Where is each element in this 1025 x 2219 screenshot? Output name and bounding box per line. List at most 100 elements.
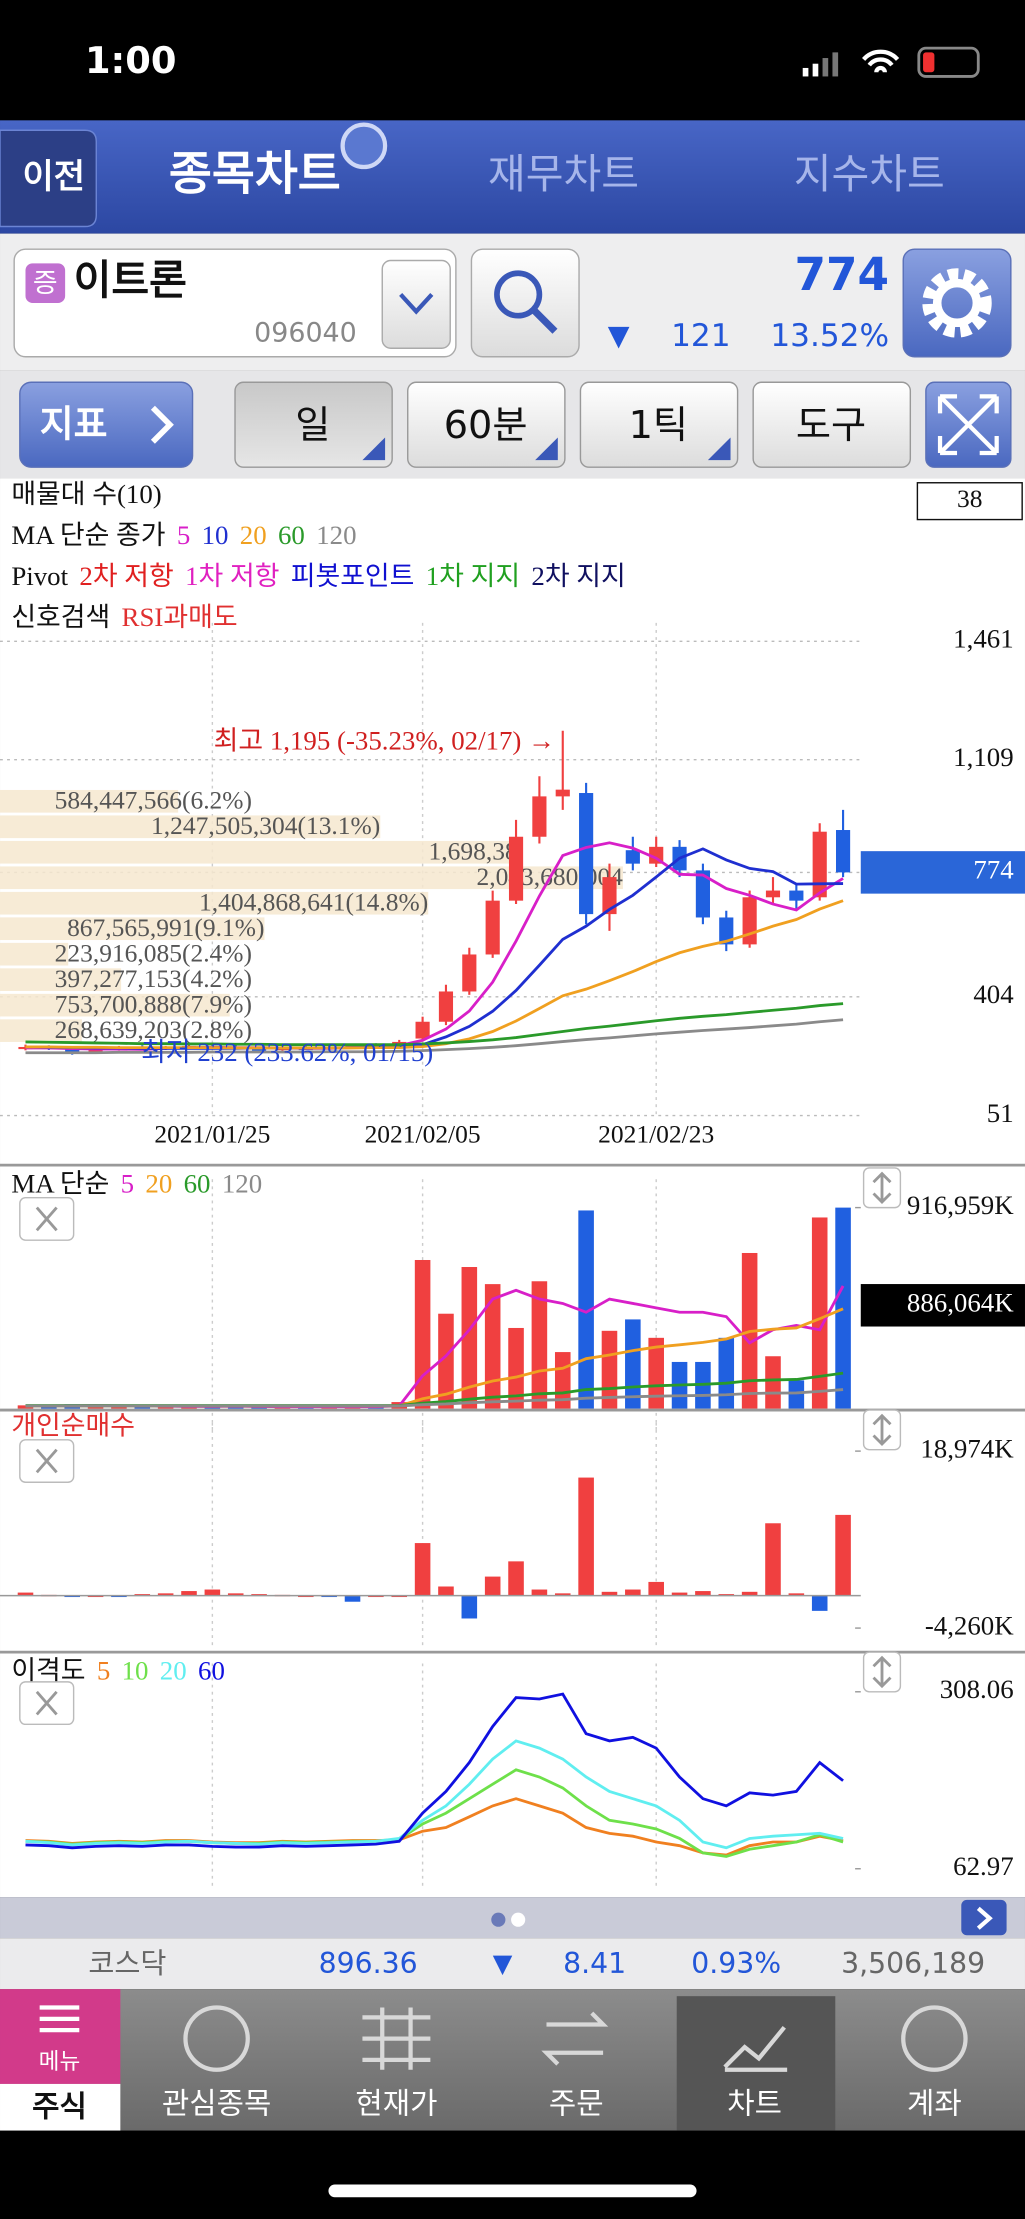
bar [695, 1591, 711, 1596]
candle-body [65, 1048, 80, 1053]
tick-button[interactable] [579, 381, 739, 468]
indicator-label[interactable]: 지표 [40, 403, 108, 446]
y-tick-label: 404 [973, 979, 1014, 1009]
legend-entry: 10 [122, 1656, 149, 1686]
charts: 2021/01/25 2021/02/05 2021/02/23 51 404 774 1,… [0, 479, 1025, 1890]
candle-body [88, 1049, 103, 1053]
bar [17, 1592, 34, 1596]
series-line [25, 899, 844, 1050]
signal-label: 신호검색 [11, 602, 110, 632]
menu-label[interactable]: 메뉴 [39, 2049, 81, 2075]
battery-level [923, 52, 935, 73]
index-name: 코스닥 [88, 1947, 166, 1980]
minute-label[interactable]: 60분 [444, 404, 528, 448]
tools-label[interactable]: 도구 [796, 404, 866, 448]
candle-body [835, 830, 851, 873]
tab-label[interactable]: 관심종목 [162, 2087, 271, 2122]
index-pct: 0.93% [691, 1947, 781, 1980]
next-arrow [976, 1906, 993, 1930]
bar [484, 1284, 501, 1409]
volume-profile-label: 1,698,38 [429, 837, 518, 866]
tab-finance-chart[interactable]: 재무차트 [488, 150, 639, 198]
candle-body [508, 836, 524, 901]
bar [461, 1595, 478, 1619]
next-button[interactable] [961, 1899, 1007, 1936]
bar [625, 1589, 641, 1596]
y-tick-label: 51 [987, 1098, 1014, 1128]
y-tick-label: 1,461 [953, 623, 1013, 653]
volume-profile-label: 223,916,085(2.4%) [55, 938, 252, 967]
bar [227, 1406, 244, 1409]
series-line [25, 1388, 844, 1408]
tools-button[interactable] [752, 381, 912, 468]
market-badge-text: 증 [33, 268, 58, 299]
settings-button[interactable] [902, 248, 1012, 358]
volume-profile-bar [0, 1019, 82, 1042]
page-dot [511, 1912, 526, 1927]
x-tick-label: 2021/02/23 [598, 1120, 714, 1149]
period-day[interactable]: 일 [295, 404, 330, 448]
ma-label: MA 단순 종가 [11, 520, 165, 550]
back-label[interactable]: 이전 [23, 157, 86, 197]
bar [414, 1259, 431, 1409]
tab-stock-chart[interactable]: 종목차트 [169, 147, 341, 201]
tab-index-chart[interactable]: 지수차트 [794, 150, 945, 198]
y-tick-label: 1,109 [953, 742, 1013, 772]
panel-control-icons [35, 1171, 892, 1716]
bar [508, 1327, 524, 1409]
market-badge [25, 263, 66, 303]
battery-icon [917, 46, 980, 78]
bar [134, 1594, 151, 1596]
bar [531, 1589, 548, 1596]
legend-entry: 20 [145, 1169, 172, 1199]
indicator-arrow [150, 405, 174, 444]
candle-body [462, 954, 477, 992]
pivot-entry: 1차 저항 [185, 561, 279, 591]
bar [438, 1586, 454, 1596]
change: 121 [671, 318, 730, 354]
bar [788, 1380, 805, 1409]
tab-label[interactable]: 현재가 [355, 2087, 437, 2122]
panel-legend: MA 단순 5 20 60 120 [11, 1169, 262, 1199]
panel-controls[interactable] [19, 1167, 902, 1726]
panel-legend: 개인순매수 [11, 1411, 135, 1441]
menu-button[interactable] [0, 1989, 121, 2084]
bar [87, 1406, 104, 1409]
tab-label[interactable]: 계좌 [907, 2087, 962, 2122]
gear-icon [932, 278, 982, 328]
candle-body [789, 890, 804, 901]
candle-body [252, 1048, 267, 1051]
candle-body [719, 917, 734, 945]
indicator-button[interactable] [19, 381, 194, 468]
candle-body [438, 991, 454, 1022]
status-bar [0, 0, 1025, 121]
volume-profile-label: 753,700,888(7.9%) [55, 989, 252, 1018]
change-pct: 13.52% [770, 318, 889, 354]
volume-profile-label: 867,565,991(9.1%) [67, 913, 264, 942]
candle-body [812, 831, 827, 898]
x-tick-label: 2021/02/05 [365, 1120, 481, 1149]
stock-name: 이트론 [74, 256, 187, 304]
search-button[interactable] [470, 248, 580, 358]
tab-label[interactable]: 주문 [549, 2087, 604, 2122]
index-bar [0, 1938, 1025, 1990]
y-tick-label: 18,974K [920, 1433, 1014, 1463]
volume-profile-bar [0, 789, 179, 813]
tick-label[interactable]: 1틱 [629, 404, 688, 448]
back-button[interactable] [0, 129, 97, 228]
volume-profile-bar [0, 942, 69, 966]
tab-label[interactable]: 차트 [727, 2087, 782, 2122]
wifi-icon [862, 49, 900, 73]
index-value: 896.36 [319, 1947, 418, 1980]
legend-entry: 60 [198, 1656, 225, 1686]
bar [111, 1406, 127, 1409]
volume-profile-bar [0, 917, 265, 941]
bar [344, 1595, 361, 1602]
stock-input[interactable] [13, 248, 457, 358]
dropdown-button[interactable] [381, 259, 451, 349]
bar [157, 1593, 174, 1596]
y-tick-label: -4,260K [925, 1610, 1014, 1640]
period-day-button[interactable] [234, 381, 393, 468]
minute-button[interactable] [407, 381, 566, 468]
refresh-icon[interactable] [340, 122, 388, 170]
